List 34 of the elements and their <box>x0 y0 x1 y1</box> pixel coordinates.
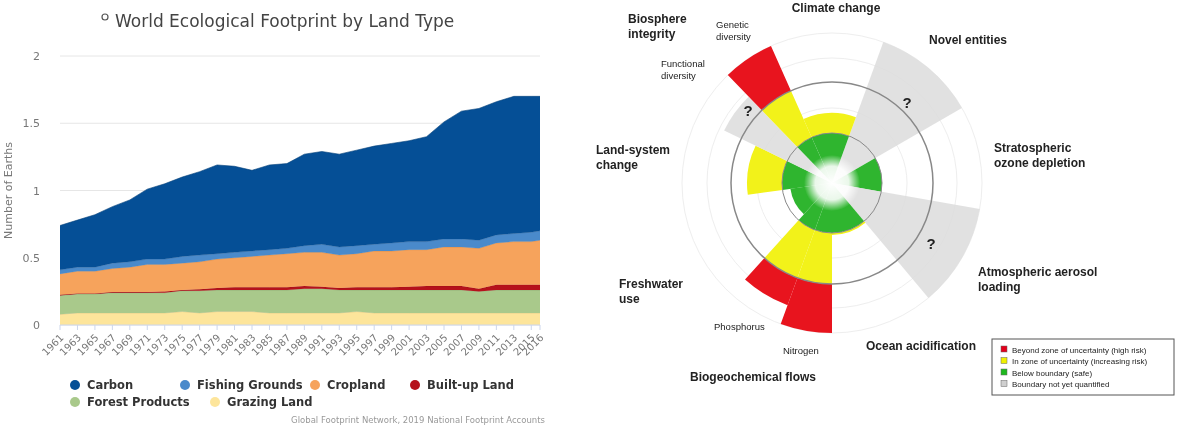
y-tick-label: 1 <box>33 184 40 198</box>
text: Boundary not yet quantified <box>1012 380 1110 389</box>
text: ? <box>743 102 753 119</box>
y-tick-label: 2 <box>33 50 40 63</box>
text: Functional diversity <box>661 58 705 81</box>
y-tick-label: 1.5 <box>22 117 40 131</box>
y-tick-label: 0 <box>33 319 40 332</box>
text: Stratospheric ozone depletion <box>994 141 1086 170</box>
text: ? <box>902 94 912 111</box>
text: Atmospheric aerosol loading <box>978 265 1098 294</box>
text: Novel entities <box>929 33 1008 47</box>
legend-label: Forest Products <box>87 395 190 409</box>
y-tick-label: 0.5 <box>22 251 40 265</box>
chart-title: World Ecological Footprint by Land Type <box>115 11 455 31</box>
text: Global Footprint Network, 2019 National Footprint Accounts <box>291 415 546 425</box>
text: Climate change <box>791 1 881 15</box>
text: ? <box>926 235 936 252</box>
text: Below boundary (safe) <box>1012 369 1093 378</box>
legend-label: Carbon <box>87 378 134 392</box>
legend-label: Cropland <box>327 378 386 392</box>
legend-label: Grazing Land <box>227 395 313 409</box>
text: In zone of uncertainty (increasing risk) <box>1012 357 1148 366</box>
legend-label: Fishing Grounds <box>197 378 303 392</box>
text: Nitrogen <box>783 345 819 356</box>
text: Phosphorus <box>714 321 765 332</box>
text: Genetic diversity <box>716 19 752 42</box>
y-axis-title: Number of Earths <box>2 141 15 240</box>
text: Ocean acidification <box>866 339 977 353</box>
text: Biosphere integrity <box>628 12 688 41</box>
text: Freshwater use <box>619 277 684 306</box>
text: Land-system change <box>596 143 671 172</box>
legend-label: Built-up Land <box>427 378 515 392</box>
text: Biogeochemical flows <box>690 370 817 384</box>
text: Beyond zone of uncertainty (high risk) <box>1012 346 1147 355</box>
